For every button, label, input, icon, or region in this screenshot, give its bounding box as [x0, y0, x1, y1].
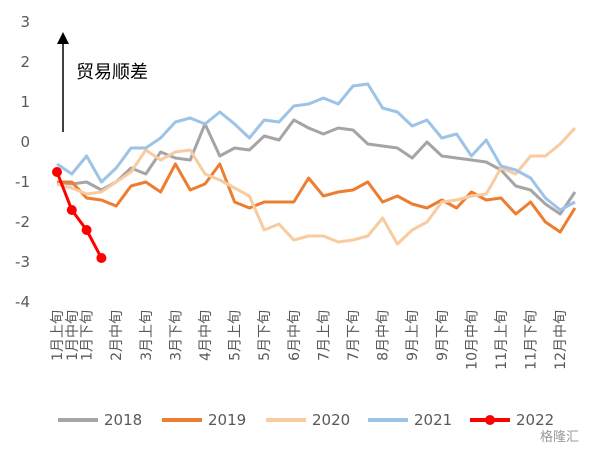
y-tick-label: 2 [20, 53, 30, 71]
x-tick-label: 1月上旬 [50, 310, 66, 361]
series-line [55, 171, 103, 259]
point [96, 253, 107, 263]
legend-label: 2019 [208, 411, 246, 429]
x-tick-label: 7月上旬 [316, 310, 332, 361]
y-tick-label: -1 [15, 173, 30, 191]
y-tick-label: -2 [15, 213, 30, 231]
legend-marker [485, 415, 495, 425]
x-tick-label: 6月中旬 [287, 310, 303, 361]
x-tick-label: 9月下旬 [435, 310, 451, 361]
y-tick-label: -3 [15, 253, 30, 271]
x-tick-label: 5月下旬 [257, 310, 273, 361]
y-tick-label: -4 [15, 293, 30, 311]
legend-label: 2018 [104, 411, 142, 429]
series-line [57, 162, 577, 234]
legend-label: 2022 [516, 411, 554, 429]
series-line [56, 126, 577, 246]
x-tick-label: 11月下旬 [524, 310, 540, 370]
x-tick-label: 5月上旬 [228, 310, 244, 361]
x-tick-label: 7月下旬 [346, 310, 362, 361]
x-tick-label: 1月中旬 [65, 310, 81, 361]
x-tick-label: 1月下旬 [80, 310, 96, 361]
point [66, 205, 77, 215]
annotation: 贸易顺差 [76, 62, 148, 83]
x-tick-label: 10月中旬 [464, 310, 480, 370]
y-tick-label: 1 [20, 93, 30, 111]
watermark: 格隆汇 [540, 429, 579, 445]
x-tick-label: 11月上旬 [494, 310, 510, 370]
x-tick-label: 3月下旬 [168, 310, 184, 361]
x-tick-label: 12月中旬 [553, 310, 569, 370]
x-tick-label: 3月上旬 [139, 310, 155, 361]
series-line [56, 82, 576, 212]
x-tick-label: 2月中旬 [109, 310, 125, 361]
x-tick-label: 9月上旬 [405, 310, 421, 361]
y-tick-label: 3 [20, 13, 30, 31]
legend-label: 2021 [414, 411, 452, 429]
x-tick-label: 4月中旬 [198, 310, 214, 361]
legend-label: 2020 [312, 411, 350, 429]
point [52, 167, 62, 177]
series-line [56, 118, 577, 216]
y-tick-label: 0 [20, 133, 30, 151]
point [81, 225, 92, 235]
x-tick-label: 8月中旬 [376, 310, 392, 361]
